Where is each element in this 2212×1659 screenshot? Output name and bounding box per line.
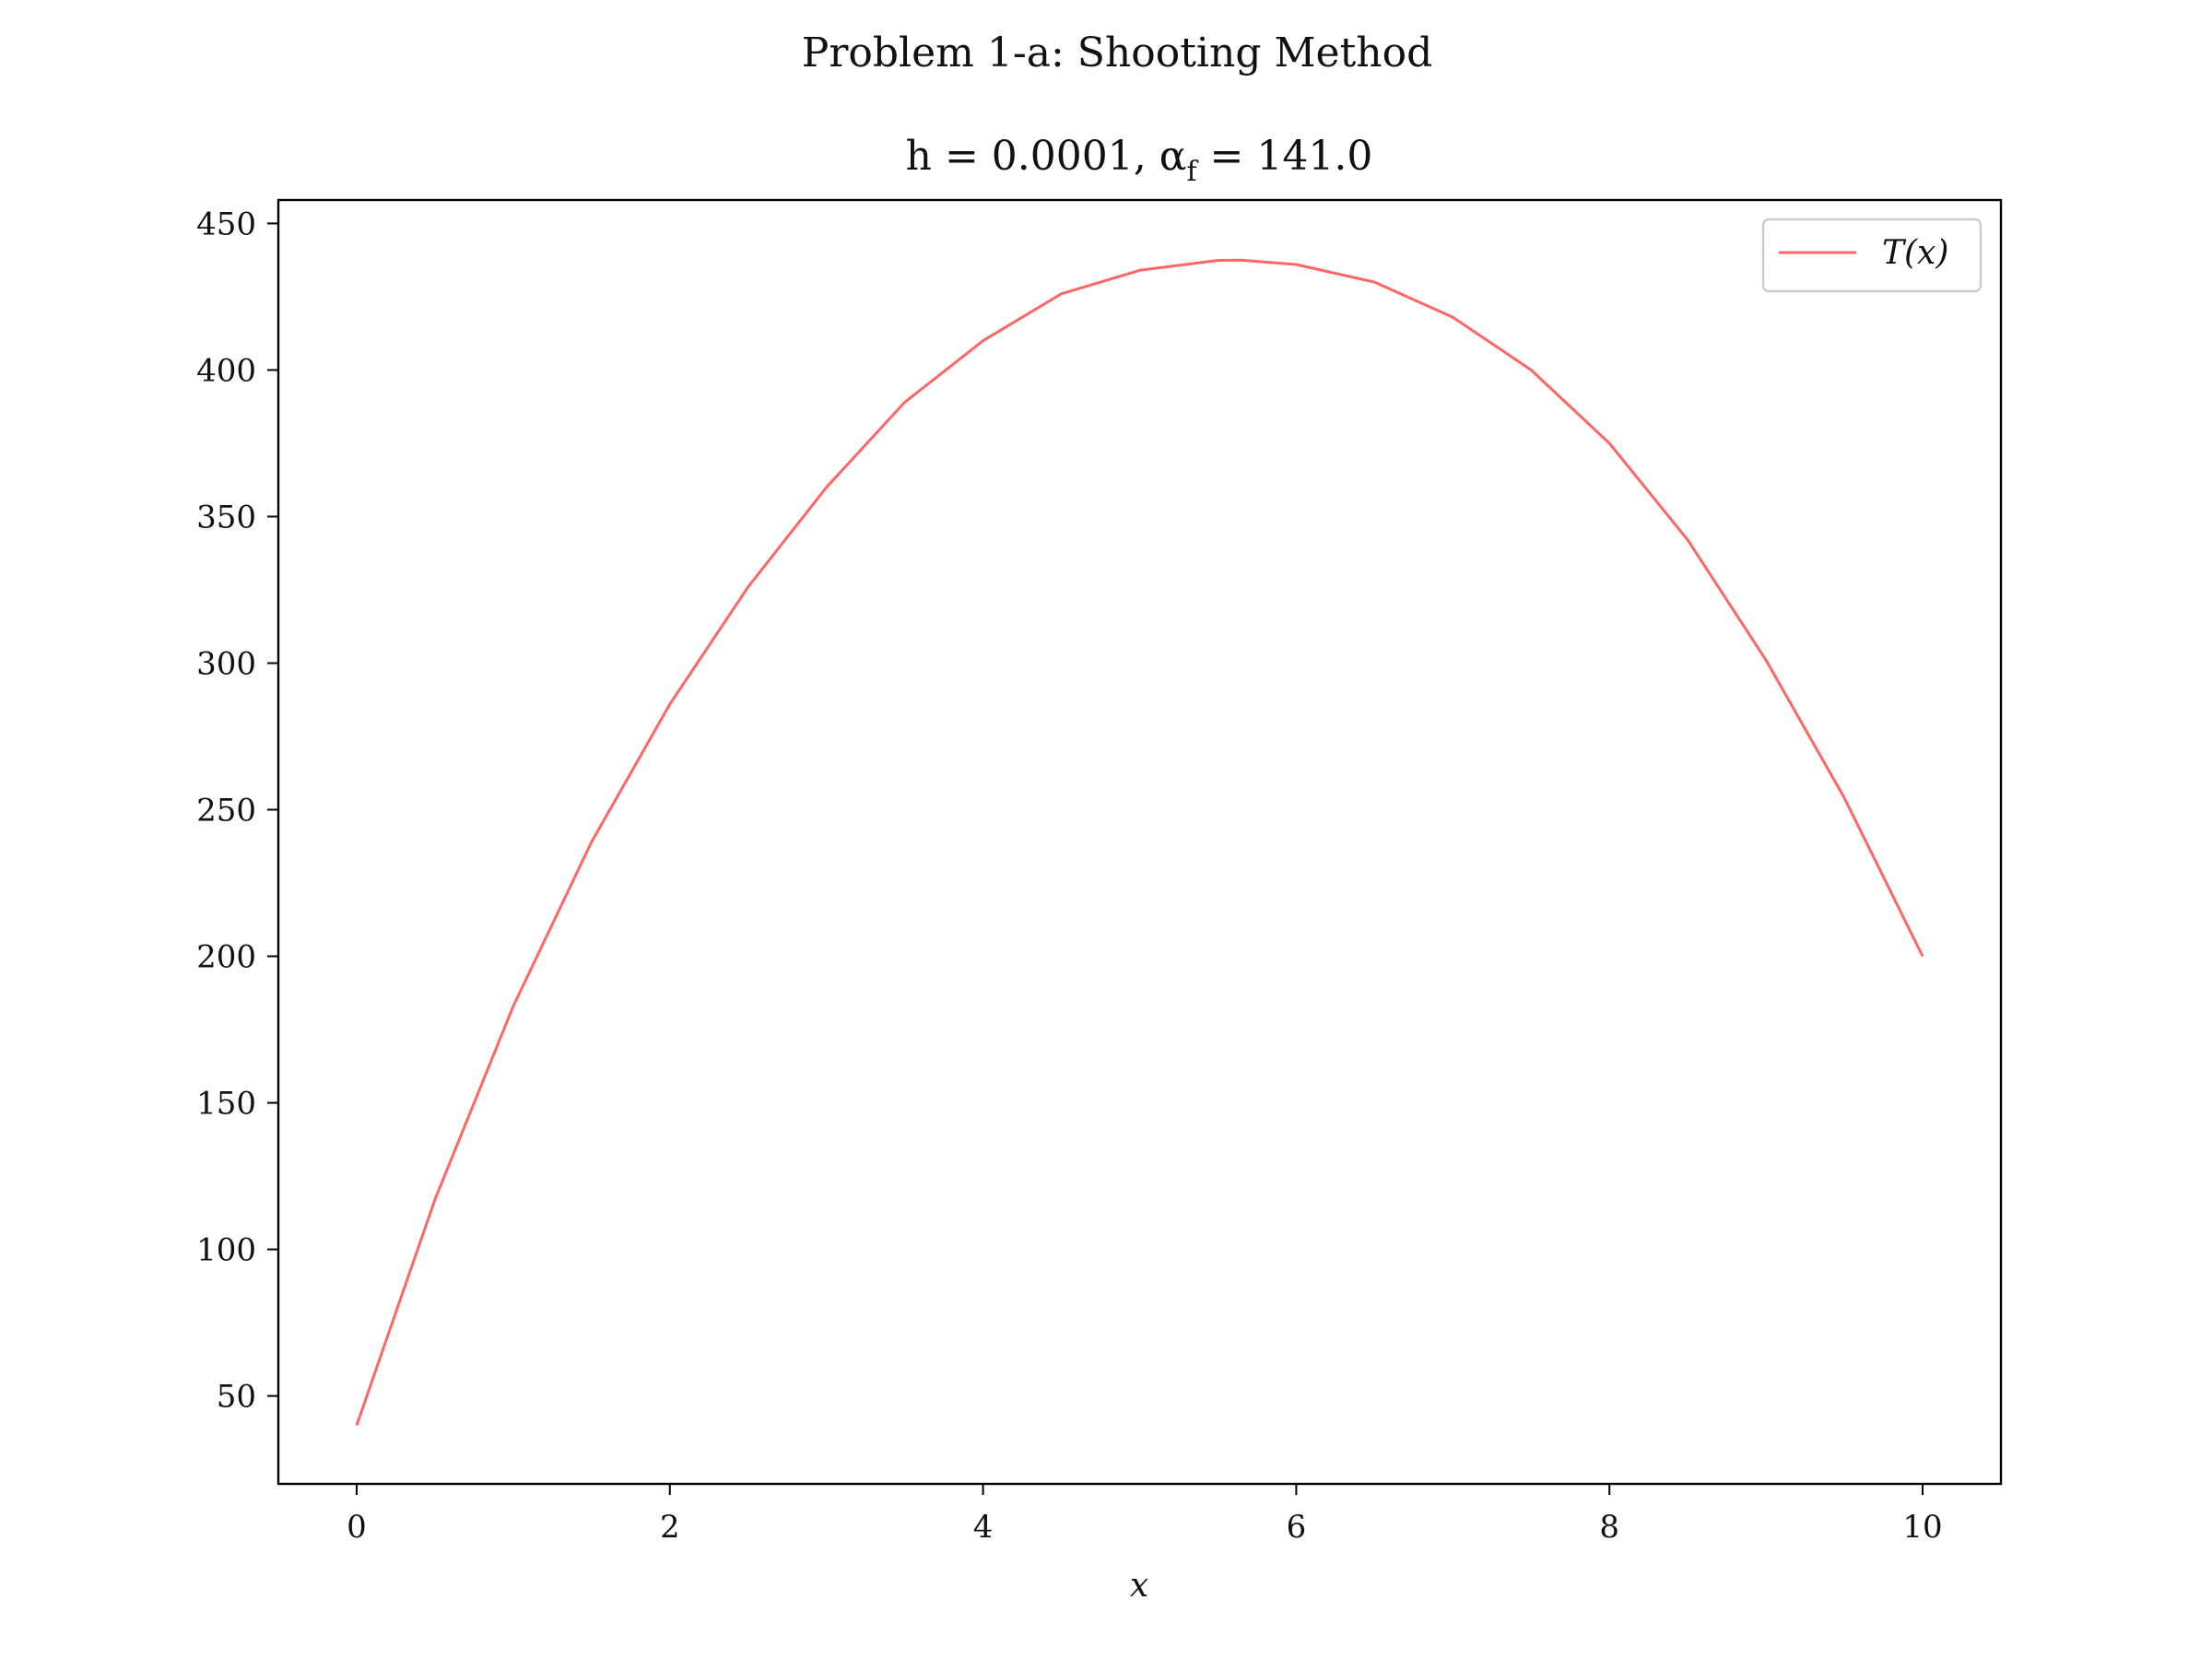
- legend: T(x): [1761, 218, 1983, 293]
- y-tick-label: 50: [217, 1379, 256, 1416]
- y-tick-label: 200: [196, 939, 256, 976]
- x-axis-label: x: [1130, 1567, 1148, 1605]
- x-tick-label: 6: [1287, 1509, 1307, 1546]
- x-axis: 0 2 4 6 8 10: [347, 1484, 1943, 1546]
- x-tick-label: 0: [347, 1509, 367, 1546]
- legend-box: [1761, 218, 1983, 293]
- legend-label-t-x: T(x): [1882, 234, 1948, 272]
- y-tick-label: 300: [196, 645, 256, 682]
- chart-subtitle: h = 0.0001, αf = 141.0: [906, 133, 1373, 188]
- y-axis: 50 100 150 200 250 300 350 400 450: [196, 206, 278, 1416]
- subtitle-subscript: f: [1186, 156, 1198, 188]
- x-tick-label: 4: [973, 1509, 994, 1546]
- plot-frame: [276, 198, 2003, 1486]
- y-tick-label: 150: [196, 1086, 256, 1123]
- y-tick-label: 350: [196, 499, 256, 535]
- x-tick-label: 2: [660, 1509, 680, 1546]
- x-tick-label: 10: [1902, 1509, 1942, 1546]
- y-tick-label: 250: [196, 793, 256, 830]
- subtitle-lead: h = 0.0001, α: [906, 133, 1187, 180]
- subtitle-tail: = 141.0: [1197, 133, 1373, 180]
- series-layer: [355, 258, 1924, 1426]
- series-line-0: [355, 258, 1924, 1426]
- y-tick-label: 400: [196, 352, 256, 389]
- chart-suptitle: Problem 1-a: Shooting Method: [802, 29, 1433, 76]
- y-tick-label: 450: [196, 206, 256, 242]
- y-tick-label: 100: [196, 1232, 256, 1269]
- x-tick-label: 8: [1599, 1509, 1619, 1546]
